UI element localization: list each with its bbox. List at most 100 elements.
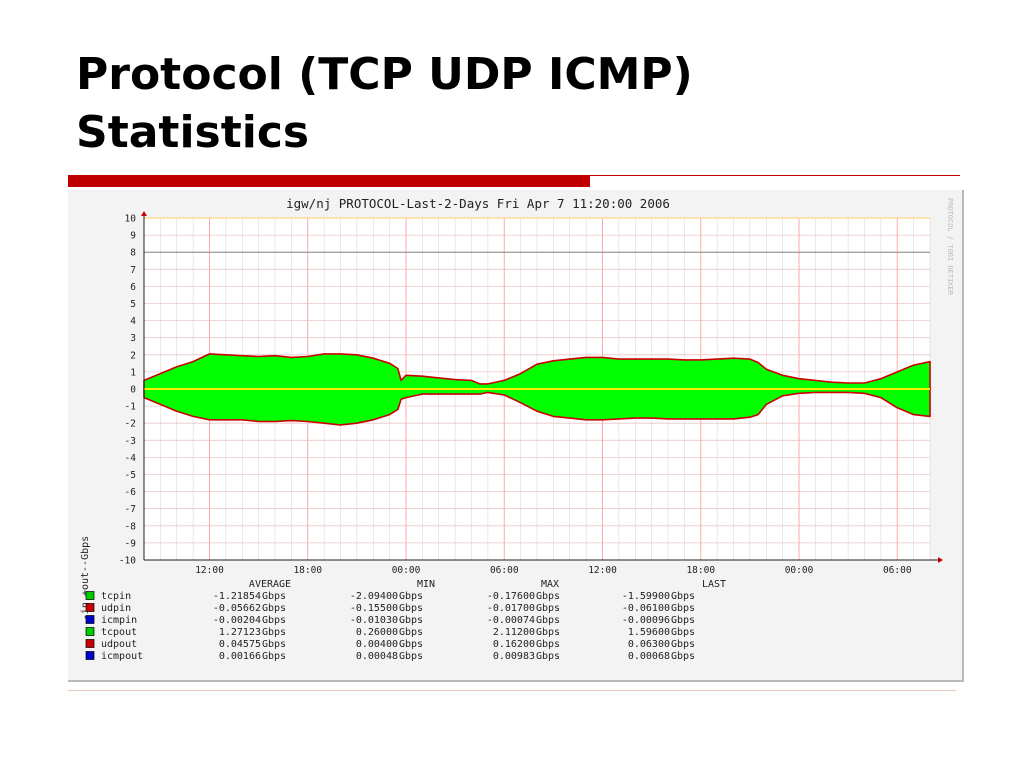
- legend-value: 0.26000: [356, 627, 398, 638]
- legend-value: 0.00048: [356, 651, 398, 662]
- legend-unit: Gbps: [536, 627, 560, 638]
- x-axis-arrow: [938, 557, 943, 563]
- legend-value: -0.01700: [487, 603, 535, 614]
- y-tick-label: 9: [130, 231, 136, 242]
- legend-value: -0.15500: [350, 603, 398, 614]
- tcpout-area: [143, 353, 931, 390]
- legend-unit: Gbps: [536, 615, 560, 626]
- y-axis-label: -in,+out--Gbps: [80, 536, 91, 620]
- legend-unit: Gbps: [399, 639, 423, 650]
- legend-value: -0.01030: [350, 615, 398, 626]
- legend-value: -2.09400: [350, 591, 398, 602]
- legend-value: 0.06300: [628, 639, 670, 650]
- y-tick-label: 10: [125, 214, 137, 225]
- y-axis-arrow: [141, 211, 147, 216]
- y-tick-label: -9: [125, 538, 137, 549]
- legend-header: AVERAGE: [249, 579, 291, 590]
- y-tick-label: -5: [125, 470, 136, 481]
- legend-unit: Gbps: [262, 627, 286, 638]
- x-tick-label: 12:00: [588, 565, 617, 576]
- y-tick-label: -6: [125, 487, 137, 498]
- x-tick-label: 18:00: [293, 565, 322, 576]
- legend-unit: Gbps: [671, 651, 695, 662]
- legend-series-name: icmpin: [101, 615, 137, 626]
- legend-swatch: [85, 615, 95, 624]
- y-tick-label: 5: [130, 299, 136, 310]
- legend-unit: Gbps: [262, 639, 286, 650]
- x-tick-label: 12:00: [195, 565, 224, 576]
- legend-unit: Gbps: [536, 651, 560, 662]
- legend-series-name: icmpout: [101, 651, 143, 662]
- legend-value: 0.00166: [219, 651, 261, 662]
- legend-unit: Gbps: [671, 603, 695, 614]
- legend-value: -1.21854: [213, 591, 261, 602]
- legend-value: 0.16200: [493, 639, 535, 650]
- legend-series-name: udpin: [101, 603, 131, 614]
- legend-unit: Gbps: [399, 651, 423, 662]
- legend-unit: Gbps: [262, 591, 286, 602]
- legend-unit: Gbps: [671, 627, 695, 638]
- legend-value: 1.59600: [628, 627, 670, 638]
- y-tick-label: 6: [130, 282, 136, 293]
- slide-title: Protocol (TCP UDP ICMP) Statistics: [76, 46, 976, 162]
- x-tick-label: 06:00: [490, 565, 519, 576]
- legend-unit: Gbps: [262, 651, 286, 662]
- y-tick-label: 1: [130, 367, 136, 378]
- y-tick-label: -8: [125, 521, 137, 532]
- y-tick-label: -7: [125, 504, 136, 515]
- y-tick-label: 8: [130, 248, 136, 259]
- protocol-chart: igw/nj PROTOCOL-Last-2-Days Fri Apr 7 11…: [68, 190, 962, 680]
- legend-value: 0.00068: [628, 651, 670, 662]
- y-tick-label: -3: [125, 436, 136, 447]
- y-tick-label: -2: [125, 419, 136, 430]
- x-tick-label: 00:00: [785, 565, 814, 576]
- legend-value: -0.05662: [213, 603, 261, 614]
- legend-swatch: [85, 603, 95, 612]
- legend-value: -0.00074: [487, 615, 535, 626]
- legend-series-name: tcpout: [101, 627, 137, 638]
- legend-value: -1.59900: [622, 591, 670, 602]
- legend-header: LAST: [702, 579, 726, 590]
- legend-value: -0.17600: [487, 591, 535, 602]
- legend-header: MAX: [541, 579, 559, 590]
- legend-value: 0.00400: [356, 639, 398, 650]
- legend-unit: Gbps: [262, 603, 286, 614]
- legend-unit: Gbps: [671, 615, 695, 626]
- tcpin-area: [143, 388, 931, 426]
- legend-series-name: tcpin: [101, 591, 131, 602]
- legend-unit: Gbps: [262, 615, 286, 626]
- traffic-areas: [143, 353, 931, 426]
- legend-unit: Gbps: [536, 603, 560, 614]
- y-tick-label: -1: [125, 402, 137, 413]
- x-tick-label: 06:00: [883, 565, 912, 576]
- y-tick-label: -4: [125, 453, 137, 464]
- rrd-graph-image: igw/nj PROTOCOL-Last-2-Days Fri Apr 7 11…: [68, 190, 964, 682]
- legend-unit: Gbps: [399, 627, 423, 638]
- y-tick-label: 7: [130, 265, 136, 276]
- title-accent-bar: [68, 175, 590, 187]
- x-tick-label: 18:00: [686, 565, 715, 576]
- legend-swatch: [85, 627, 95, 636]
- y-tick-label: -10: [119, 556, 136, 567]
- y-tick-label: 3: [130, 333, 136, 344]
- chart-title: igw/nj PROTOCOL-Last-2-Days Fri Apr 7 11…: [286, 196, 670, 211]
- footer-line: [68, 690, 956, 691]
- legend-value: 2.11200: [493, 627, 535, 638]
- legend-value: -0.00204: [213, 615, 261, 626]
- legend-value: 1.27123: [219, 627, 261, 638]
- slide-title-line2: Statistics: [76, 107, 310, 158]
- y-tick-label: 2: [130, 350, 136, 361]
- title-accent-line: [590, 175, 960, 176]
- slide-title-line1: Protocol (TCP UDP ICMP): [76, 49, 693, 100]
- legend-swatch: [85, 651, 95, 660]
- y-tick-label: 4: [130, 316, 136, 327]
- legend-value: -0.06100: [622, 603, 670, 614]
- legend-swatch: [85, 591, 95, 600]
- legend-header: MIN: [417, 579, 435, 590]
- legend-unit: Gbps: [536, 591, 560, 602]
- legend-unit: Gbps: [399, 603, 423, 614]
- legend-value: 0.00983: [493, 651, 535, 662]
- legend-value: 0.04575: [219, 639, 261, 650]
- legend-swatch: [85, 639, 95, 648]
